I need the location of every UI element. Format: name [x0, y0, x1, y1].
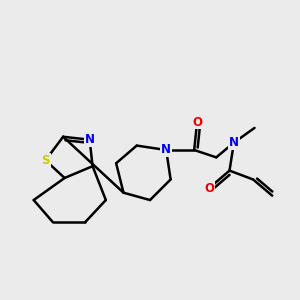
Text: N: N [161, 143, 171, 157]
Text: N: N [229, 136, 239, 149]
Text: N: N [85, 133, 94, 146]
Text: S: S [41, 154, 50, 167]
Text: O: O [192, 116, 202, 128]
Text: O: O [204, 182, 214, 195]
